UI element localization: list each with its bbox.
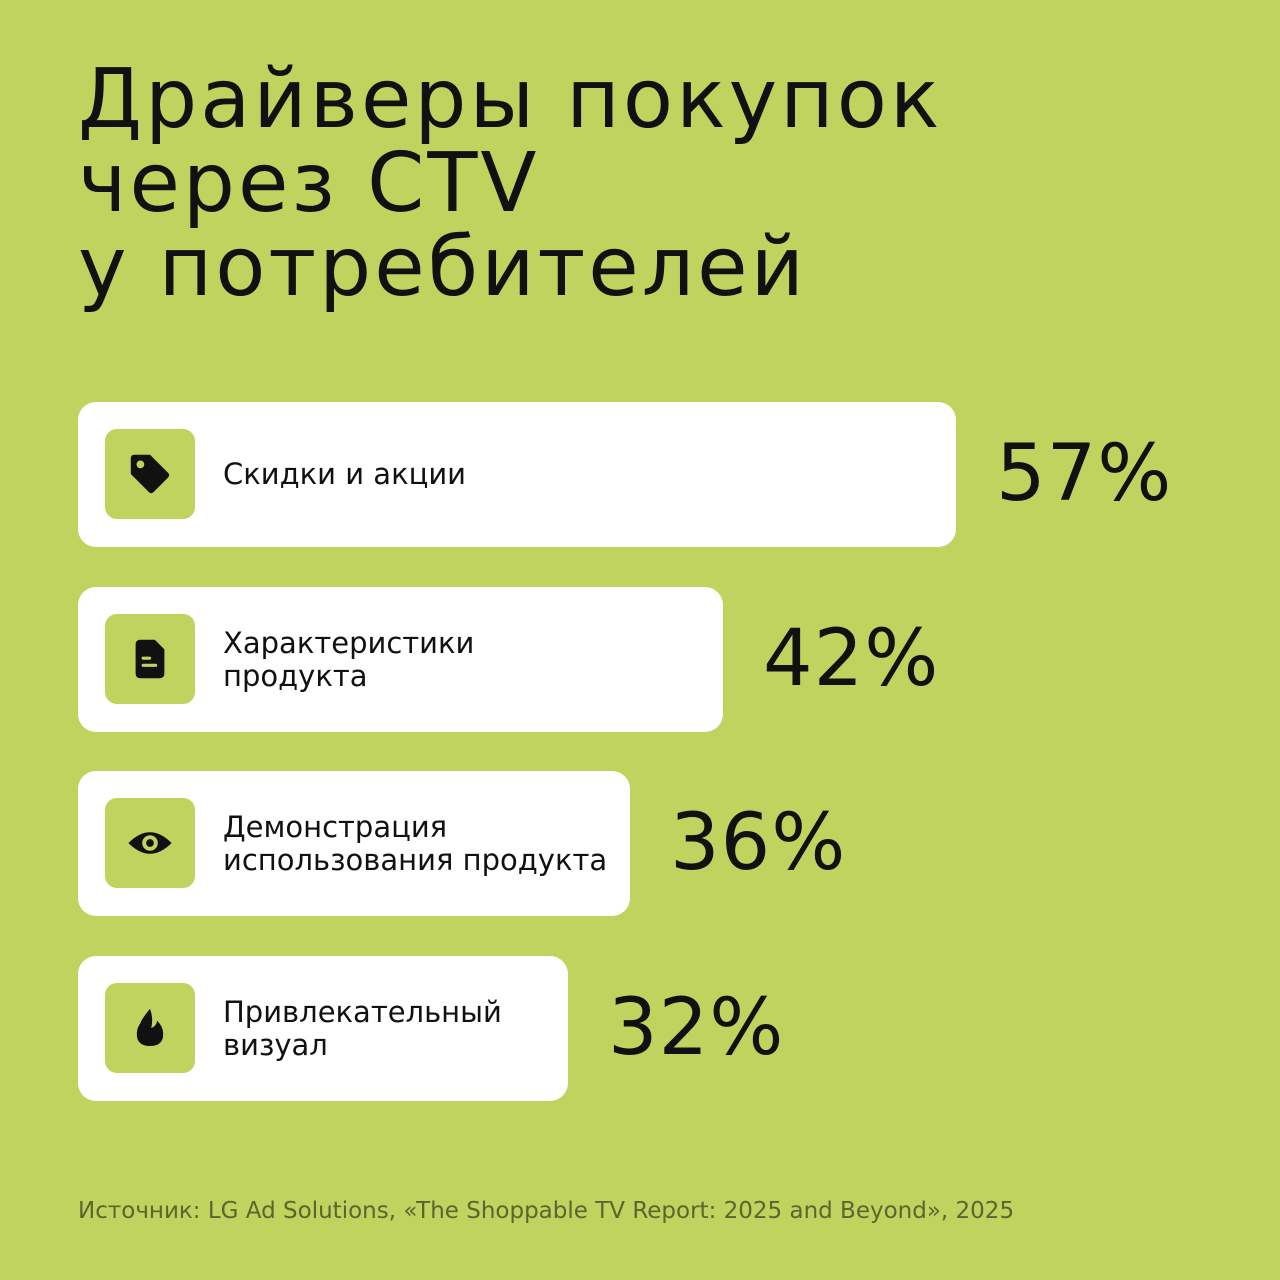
- bar-2: Характеристики продукта: [78, 587, 723, 732]
- document-icon: [135, 639, 165, 679]
- category-label: Скидки и акции: [223, 457, 467, 491]
- icon-box: [105, 614, 195, 704]
- value-label: 32%: [608, 983, 785, 1073]
- eye-icon: [128, 832, 172, 854]
- category-label: Характеристики продукта: [223, 625, 475, 693]
- title-line-3: у потребителей: [78, 220, 807, 315]
- bar-1: Скидки и акции: [78, 402, 956, 547]
- value-label: 42%: [763, 614, 940, 704]
- source-note: Источник: LG Ad Solutions, «The Shoppabl…: [78, 1198, 1015, 1224]
- icon-box: [105, 429, 195, 519]
- bar-3: Демонстрация использования продукта: [78, 771, 630, 916]
- title-line-1: Драйверы покупок: [78, 52, 943, 147]
- chart-title: Драйверы покупок через CTV у потребителе…: [78, 58, 942, 310]
- bar-4: Привлекательный визуал: [78, 956, 568, 1101]
- icon-box: [105, 983, 195, 1073]
- tag-icon: [130, 454, 170, 494]
- category-label: Демонстрация использования продукта: [223, 809, 608, 877]
- category-label: Привлекательный визуал: [223, 994, 502, 1062]
- flame-icon: [136, 1008, 164, 1046]
- value-label: 36%: [670, 798, 847, 888]
- title-line-2: через CTV: [78, 136, 540, 231]
- icon-box: [105, 798, 195, 888]
- value-label: 57%: [996, 429, 1173, 519]
